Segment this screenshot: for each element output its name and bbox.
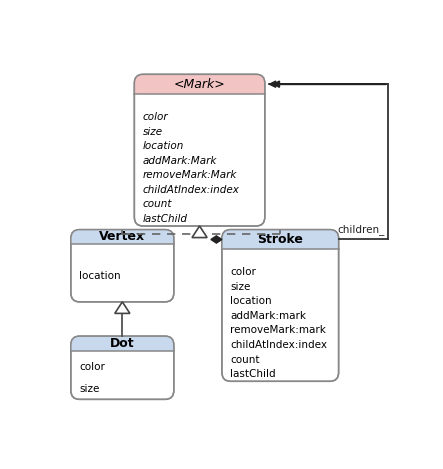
Text: location: location [230,296,272,306]
Polygon shape [192,226,207,238]
Text: color: color [79,362,105,372]
Text: Stroke: Stroke [257,233,303,246]
Text: childAtIndex:index: childAtIndex:index [143,185,240,195]
Text: children_: children_ [338,224,385,235]
Text: <Mark>: <Mark> [174,78,225,91]
FancyBboxPatch shape [134,75,265,226]
Text: Vertex: Vertex [99,230,145,243]
FancyBboxPatch shape [71,230,174,302]
FancyBboxPatch shape [71,336,174,400]
FancyBboxPatch shape [222,230,338,250]
FancyBboxPatch shape [134,75,265,94]
Bar [71,237,174,244]
Text: lastChild: lastChild [230,369,276,379]
Text: count: count [230,355,260,364]
FancyBboxPatch shape [71,336,174,351]
Text: location: location [143,141,184,151]
Text: count: count [143,199,172,209]
Text: size: size [79,384,100,393]
Bar [71,343,174,351]
FancyBboxPatch shape [222,230,338,381]
Bar [134,84,265,94]
Text: size: size [143,127,163,136]
Polygon shape [115,302,130,313]
Text: color: color [230,267,256,278]
Text: addMark:Mark: addMark:Mark [143,156,218,166]
Text: lastChild: lastChild [143,214,188,224]
Bar [222,240,338,250]
Text: removeMark:mark: removeMark:mark [230,325,326,335]
Text: addMark:mark: addMark:mark [230,311,307,321]
Text: location: location [79,272,121,281]
Text: childAtIndex:index: childAtIndex:index [230,340,327,350]
Text: removeMark:Mark: removeMark:Mark [143,170,237,180]
Text: size: size [230,282,251,292]
Polygon shape [211,236,222,243]
Text: Dot: Dot [110,337,135,350]
FancyBboxPatch shape [71,230,174,244]
Text: color: color [143,112,168,122]
